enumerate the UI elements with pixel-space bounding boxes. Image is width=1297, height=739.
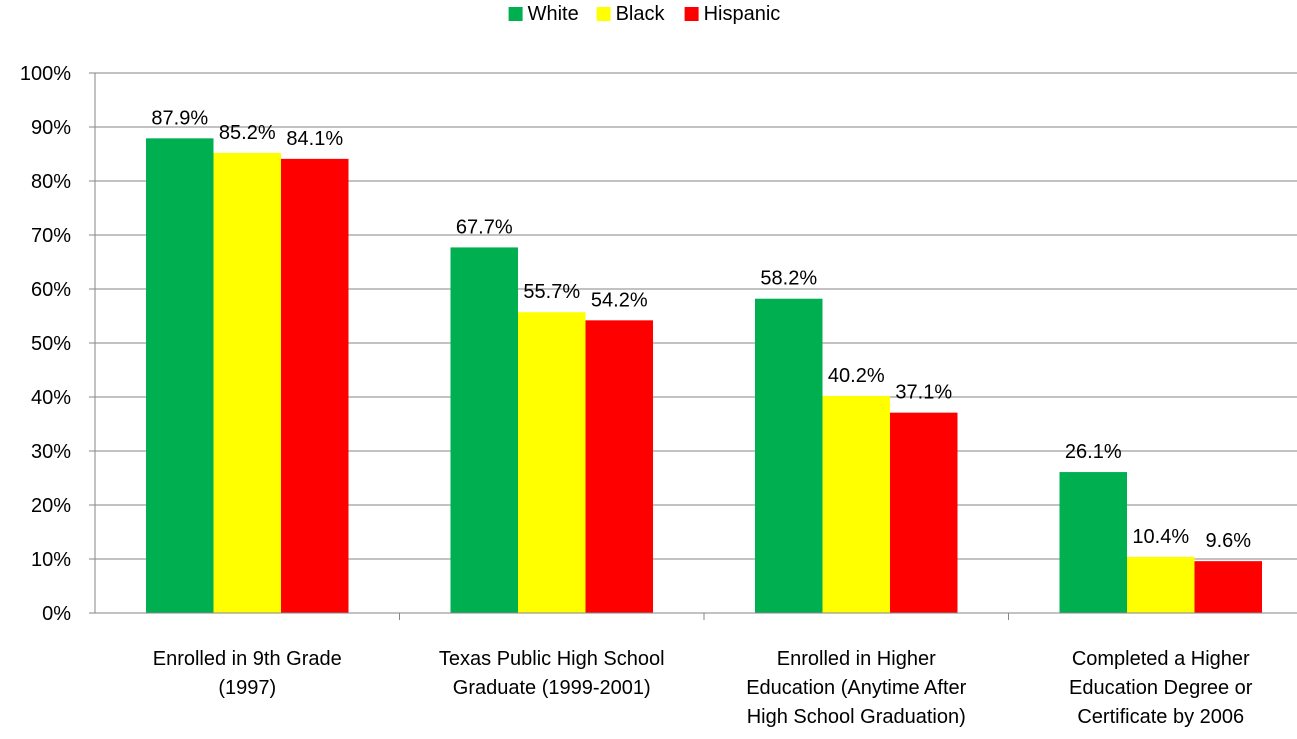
y-tick-label: 50% [31, 333, 71, 355]
bar-black [822, 395, 890, 613]
x-axis-categories: Enrolled in 9th Grade (1997) Texas Public … [153, 648, 1253, 728]
data-label: 84.1% [286, 128, 343, 150]
x-category-label: Enrolled in Higher Education (Anytime Aft… [746, 648, 966, 728]
x-category-label: Texas Public High School Graduate (1999-2… [439, 648, 665, 699]
y-tick-label: 0% [42, 603, 71, 625]
y-tick-label: 100% [20, 63, 71, 85]
bar-white [450, 247, 518, 614]
y-tick-label: 70% [31, 225, 71, 247]
x-category-label: Enrolled in 9th Grade (1997) [153, 648, 342, 699]
bars [146, 138, 1262, 614]
x-category-label: Completed a Higher Education Degree or Cer… [1069, 648, 1253, 728]
data-label: 58.2% [760, 268, 817, 290]
data-label: 10.4% [1132, 526, 1189, 548]
data-label: 26.1% [1065, 441, 1122, 463]
data-label: 87.9% [151, 107, 208, 129]
bar-hispanic [890, 412, 958, 613]
bar-white [146, 138, 214, 613]
bar-black [518, 312, 586, 613]
bar-hispanic [281, 158, 349, 614]
bar-black [213, 152, 281, 614]
y-tick-label: 40% [31, 387, 71, 409]
data-label: 67.7% [456, 216, 513, 238]
data-label: 37.1% [895, 382, 952, 404]
legend: White Black Hispanic [508, 3, 781, 25]
legend-swatch-white [508, 7, 523, 21]
data-label: 40.2% [828, 365, 885, 387]
y-tick-label: 90% [31, 117, 71, 139]
data-labels: 87.9% 85.2% 84.1% 67.7% 55.7% 54.2% 58.2% 40.2%… [151, 107, 1251, 552]
bar-hispanic [1194, 561, 1262, 613]
legend-label-white: White [528, 3, 579, 25]
y-tick-label: 30% [31, 441, 71, 463]
bar-white [1059, 472, 1127, 613]
y-axis-ticks: 0% 10% 20% 30% 40% 50% 60% 70% 80% 90% 100% [20, 63, 71, 625]
data-label: 54.2% [591, 289, 648, 311]
y-tick-label: 60% [31, 279, 71, 301]
y-tick-label: 10% [31, 549, 71, 571]
legend-swatch-hispanic [684, 7, 699, 21]
data-label: 55.7% [523, 281, 580, 303]
legend-label-hispanic: Hispanic [704, 3, 781, 25]
data-label: 85.2% [219, 122, 276, 144]
bar-hispanic [585, 320, 653, 613]
y-tick-label: 20% [31, 495, 71, 517]
legend-label-black: Black [616, 3, 666, 25]
axes [89, 72, 1297, 620]
legend-swatch-black [596, 7, 611, 21]
bar-black [1127, 556, 1195, 613]
data-label: 9.6% [1205, 530, 1251, 552]
bar-white [755, 298, 823, 613]
y-tick-label: 80% [31, 171, 71, 193]
